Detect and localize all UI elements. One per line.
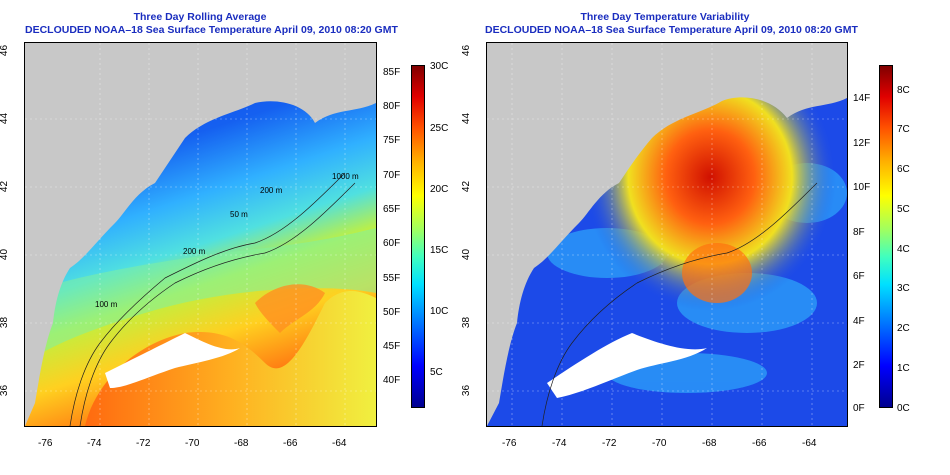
left-lat-tick: 44: [0, 112, 11, 125]
right-lat-tick: 36: [461, 384, 473, 397]
sst-variability-map: [486, 42, 848, 427]
right-lat-tick: 40: [461, 248, 473, 261]
colorbar-f-label: 8F: [853, 227, 865, 238]
colorbar-f-label: 6F: [853, 271, 865, 282]
colorbar-f-label: 70F: [383, 170, 401, 181]
colorbar-f-label: 65F: [383, 204, 401, 215]
colorbar-c-label: 8C: [897, 85, 910, 96]
right-lat-tick: 46: [461, 44, 473, 57]
colorbar-f-label: 10F: [853, 182, 871, 193]
left-lon-tick: -68: [234, 438, 249, 449]
right-title-line2: DECLOUDED NOAA–18 Sea Surface Temperatur…: [485, 24, 858, 36]
left-map-title: Three Day Rolling Average DECLOUDED NOAA…: [25, 11, 398, 37]
right-lon-tick: -76: [502, 438, 517, 449]
left-title-line1: Three Day Rolling Average: [133, 11, 267, 23]
left-lon-tick: -66: [283, 438, 298, 449]
colorbar-f-label: 45F: [383, 341, 401, 352]
sst-average-map: [24, 42, 377, 427]
left-lat-tick: 36: [0, 384, 11, 397]
left-lon-tick: -70: [185, 438, 200, 449]
colorbar-f-label: 4F: [853, 316, 865, 327]
right-lat-tick: 44: [461, 112, 473, 125]
colorbar-c-label: 6C: [897, 164, 910, 175]
colorbar-c-label: 30C: [430, 61, 449, 72]
colorbar-c-label: 5C: [430, 367, 443, 378]
colorbar-c-label: 2C: [897, 323, 910, 334]
left-lat-tick: 40: [0, 248, 11, 261]
sst-variability-map-graphic: [487, 43, 847, 426]
left-lon-tick: -76: [38, 438, 53, 449]
contour-label: 1000 m: [332, 172, 359, 181]
colorbar-f-label: 2F: [853, 360, 865, 371]
right-lon-tick: -74: [552, 438, 567, 449]
variability-colorbar: [879, 65, 893, 408]
colorbar-f-label: 40F: [383, 375, 401, 386]
contour-label: 200 m: [260, 186, 283, 195]
colorbar-f-label: 0F: [853, 403, 865, 414]
right-lon-tick: -70: [652, 438, 667, 449]
right-lon-tick: -64: [802, 438, 817, 449]
right-map-title: Three Day Temperature Variability DECLOU…: [485, 11, 858, 37]
colorbar-c-label: 4C: [897, 244, 910, 255]
left-lon-tick: -64: [332, 438, 347, 449]
colorbar-c-label: 7C: [897, 124, 910, 135]
colorbar-c-label: 3C: [897, 283, 910, 294]
colorbar-f-label: 50F: [383, 307, 401, 318]
left-lat-tick: 38: [0, 316, 11, 329]
right-lat-tick: 42: [461, 180, 473, 193]
sst-average-map-graphic: [25, 43, 376, 426]
colorbar-c-label: 10C: [430, 306, 449, 317]
colorbar-f-label: 60F: [383, 238, 401, 249]
colorbar-f-label: 14F: [853, 93, 871, 104]
contour-label: 50 m: [230, 210, 248, 219]
colorbar-c-label: 15C: [430, 245, 449, 256]
left-lat-tick: 46: [0, 44, 11, 57]
colorbar-f-label: 80F: [383, 101, 401, 112]
left-lon-tick: -74: [87, 438, 102, 449]
colorbar-f-label: 12F: [853, 138, 871, 149]
left-lon-tick: -72: [136, 438, 151, 449]
sst-colorbar: [411, 65, 425, 408]
left-title-line2: DECLOUDED NOAA–18 Sea Surface Temperatur…: [25, 24, 398, 36]
colorbar-c-label: 20C: [430, 184, 449, 195]
colorbar-c-label: 25C: [430, 123, 449, 134]
colorbar-f-label: 85F: [383, 67, 401, 78]
right-title-line1: Three Day Temperature Variability: [580, 11, 750, 23]
right-lon-tick: -68: [702, 438, 717, 449]
colorbar-c-label: 5C: [897, 204, 910, 215]
colorbar-c-label: 1C: [897, 363, 910, 374]
colorbar-c-label: 0C: [897, 403, 910, 414]
right-lon-tick: -72: [602, 438, 617, 449]
right-lon-tick: -66: [752, 438, 767, 449]
right-lat-tick: 38: [461, 316, 473, 329]
left-lat-tick: 42: [0, 180, 11, 193]
colorbar-f-label: 75F: [383, 135, 401, 146]
contour-label: 200 m: [183, 247, 206, 256]
colorbar-f-label: 55F: [383, 273, 401, 284]
contour-label: 100 m: [95, 300, 118, 309]
